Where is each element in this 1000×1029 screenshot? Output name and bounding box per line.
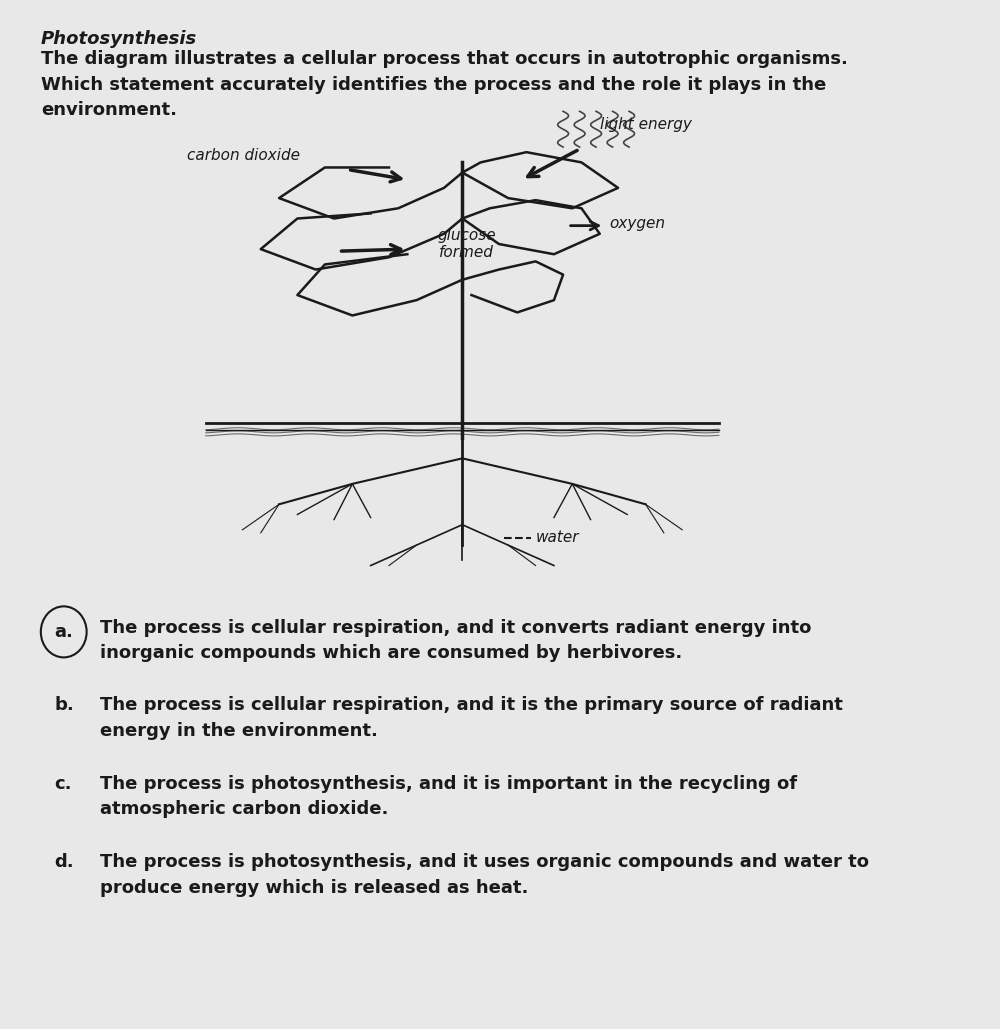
Text: produce energy which is released as heat.: produce energy which is released as heat… bbox=[100, 879, 529, 897]
Text: b.: b. bbox=[55, 697, 74, 714]
Text: The diagram illustrates a cellular process that occurs in autotrophic organisms.: The diagram illustrates a cellular proce… bbox=[41, 50, 848, 68]
Text: inorganic compounds which are consumed by herbivores.: inorganic compounds which are consumed b… bbox=[100, 644, 683, 662]
Text: The process is photosynthesis, and it uses organic compounds and water to: The process is photosynthesis, and it us… bbox=[100, 853, 869, 872]
Text: atmospheric carbon dioxide.: atmospheric carbon dioxide. bbox=[100, 801, 389, 818]
Text: environment.: environment. bbox=[41, 101, 177, 119]
Text: The process is photosynthesis, and it is important in the recycling of: The process is photosynthesis, and it is… bbox=[100, 775, 798, 792]
Text: carbon dioxide: carbon dioxide bbox=[187, 148, 300, 163]
Text: The process is cellular respiration, and it is the primary source of radiant: The process is cellular respiration, and… bbox=[100, 697, 843, 714]
Text: d.: d. bbox=[55, 853, 74, 872]
Text: water: water bbox=[536, 531, 579, 545]
Text: a.: a. bbox=[54, 623, 73, 641]
Text: energy in the environment.: energy in the environment. bbox=[100, 721, 378, 740]
Text: Which statement accurately identifies the process and the role it plays in the: Which statement accurately identifies th… bbox=[41, 75, 826, 94]
Text: glucose
formed: glucose formed bbox=[438, 227, 496, 260]
Text: The process is cellular respiration, and it converts radiant energy into: The process is cellular respiration, and… bbox=[100, 618, 812, 637]
Text: light energy: light energy bbox=[600, 117, 692, 132]
Text: oxygen: oxygen bbox=[609, 216, 665, 232]
Text: c.: c. bbox=[55, 775, 72, 792]
Text: Photosynthesis: Photosynthesis bbox=[41, 30, 197, 47]
